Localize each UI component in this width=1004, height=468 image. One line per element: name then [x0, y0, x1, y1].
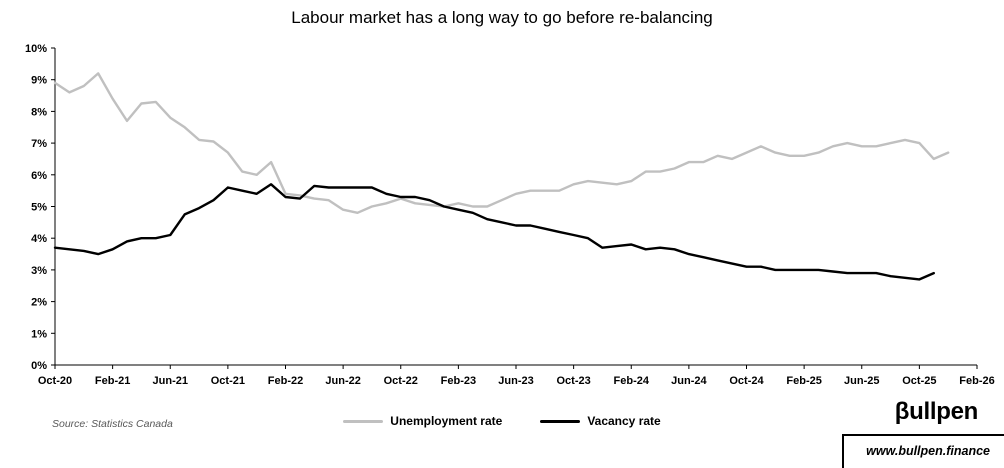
- y-tick-label: 0%: [31, 360, 47, 372]
- x-tick-label: Feb-23: [441, 375, 476, 387]
- legend-item-vacancy: Vacancy rate: [540, 414, 661, 428]
- chart-title: Labour market has a long way to go befor…: [291, 8, 713, 27]
- x-tick-label: Jun-23: [498, 375, 533, 387]
- vacancy-line-swatch: [540, 419, 581, 423]
- y-tick-label: 3%: [31, 265, 47, 277]
- x-tick-label: Jun-21: [153, 375, 188, 387]
- x-tick-label: Feb-24: [614, 375, 650, 387]
- legend-label-unemployment: Unemployment rate: [390, 414, 503, 428]
- x-tick-label: Oct-25: [902, 375, 936, 387]
- axis-lines: [54, 48, 977, 366]
- chart-legend: Unemployment rate Vacancy rate: [0, 414, 1004, 428]
- legend-item-unemployment: Unemployment rate: [343, 414, 502, 428]
- x-tick-label: Feb-22: [268, 375, 303, 387]
- website-box: www.bullpen.finance: [842, 434, 1004, 468]
- y-tick-label: 2%: [31, 297, 47, 309]
- chart-canvas: 0% 1% 2% 3% 4% 5% 6% 7% 8% 9% 10% Oct-20 Feb-21 Jun-2…: [25, 43, 995, 387]
- x-tick-label: Jun-22: [325, 375, 360, 387]
- y-tick-label: 7%: [31, 138, 47, 150]
- x-tick-label: Oct-23: [557, 375, 591, 387]
- y-tick-label: 6%: [31, 170, 47, 182]
- y-tick-label: 8%: [31, 106, 47, 118]
- x-tick-label: Feb-26: [959, 375, 994, 387]
- website-link: www.bullpen.finance: [866, 444, 990, 458]
- x-tick-label: Jun-25: [844, 375, 879, 387]
- y-tick-label: 4%: [31, 233, 47, 245]
- x-tick-label: Feb-21: [95, 375, 130, 387]
- x-tick-label: Oct-21: [211, 375, 245, 387]
- x-tick-label: Oct-20: [38, 375, 72, 387]
- y-tick-label: 10%: [25, 43, 47, 55]
- x-tick-label: Oct-24: [729, 375, 764, 387]
- y-tick-label: 9%: [31, 75, 47, 87]
- x-tick-label: Feb-25: [786, 375, 821, 387]
- legend-label-vacancy: Vacancy rate: [587, 414, 661, 428]
- bullpen-logo: βullpen: [894, 398, 979, 425]
- unemployment-rate-line: [53, 72, 950, 215]
- source-note: Source: Statistics Canada: [52, 418, 173, 430]
- x-tick-label: Jun-24: [671, 375, 707, 387]
- y-tick-label: 1%: [31, 328, 47, 340]
- y-tick-label: 5%: [31, 202, 47, 214]
- x-tick-label: Oct-22: [384, 375, 418, 387]
- vacancy-rate-line: [53, 183, 935, 281]
- unemployment-line-swatch: [343, 419, 384, 423]
